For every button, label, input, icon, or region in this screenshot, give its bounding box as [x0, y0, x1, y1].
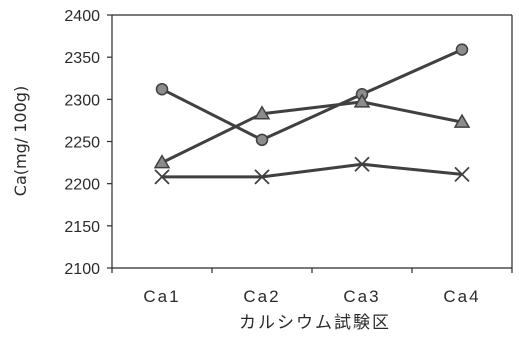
y-tick-label: 2400 [64, 8, 100, 25]
series-circle [155, 43, 469, 147]
x-axis-ticks: Ca1 Ca2 Ca3 Ca4 [111, 268, 513, 306]
x-marker-stroke [454, 166, 470, 183]
data-point-circle [455, 43, 469, 56]
data-point-circle [255, 133, 269, 147]
data-point-x [254, 169, 270, 185]
x-axis-title: カルシウム試験区 [239, 313, 391, 332]
series-line [161, 100, 463, 164]
data-point-triangle [453, 113, 471, 128]
series-group [153, 43, 471, 185]
data-point-triangle [153, 154, 171, 169]
x-marker-stroke [254, 169, 270, 185]
y-tick-label: 2200 [64, 177, 100, 194]
x-tick-label: Ca1 [143, 287, 180, 306]
series-x [154, 156, 470, 185]
y-tick-label: 2300 [64, 92, 100, 109]
x-tick-label: Ca2 [243, 287, 280, 306]
series-line [161, 48, 463, 142]
data-point-triangle [253, 105, 271, 120]
x-tick-label: Ca4 [443, 287, 480, 306]
x-tick-label: Ca3 [343, 287, 380, 306]
series-line [162, 162, 463, 179]
y-tick-label: 2350 [64, 50, 100, 67]
series-triangle [153, 93, 471, 169]
y-axis-title: Ca(mg/ 100g) [11, 86, 30, 196]
x-marker-stroke [354, 156, 370, 172]
y-axis-ticks: 2100 2150 2200 2250 2300 2350 2400 [64, 8, 112, 278]
y-tick-label: 2100 [64, 261, 100, 278]
data-point-triangle [353, 93, 371, 108]
data-point-x [154, 169, 170, 185]
data-point-x [454, 166, 470, 183]
data-point-x [354, 156, 370, 172]
x-marker-stroke [154, 169, 170, 185]
data-point-circle [155, 82, 169, 96]
y-tick-label: 2150 [64, 219, 100, 236]
y-tick-label: 2250 [64, 135, 100, 152]
